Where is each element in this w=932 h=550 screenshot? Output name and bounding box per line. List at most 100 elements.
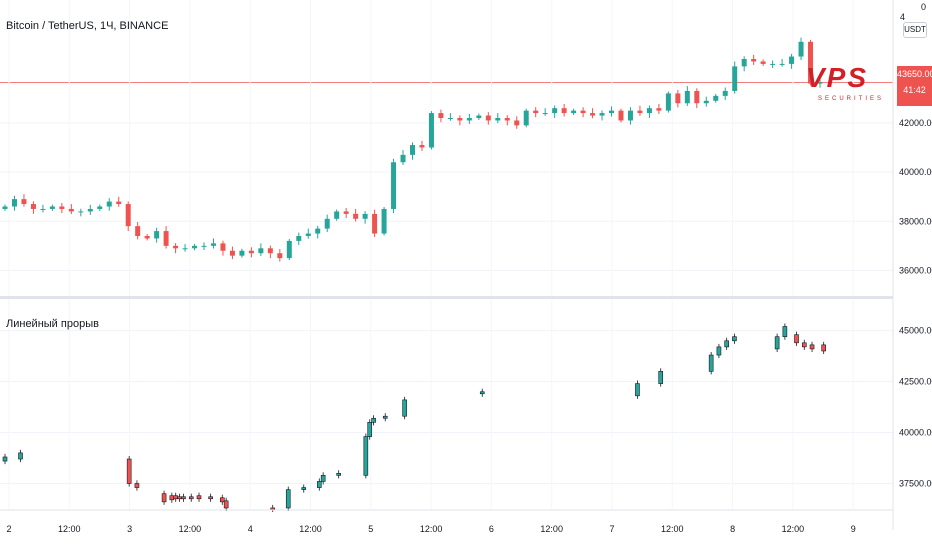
candle-body [741,59,747,67]
candle-body [296,236,302,241]
brick-body [285,489,291,509]
brick-body [223,500,229,509]
indicator-price-tick: 37500.00 [899,478,932,488]
currency-badge[interactable]: USDT [903,22,927,38]
time-tick: 4 [248,524,253,534]
time-tick: 8 [730,524,735,534]
indicator-candles [2,323,826,513]
indicator-title: Линейный прорыв [6,318,99,330]
candle-body [353,213,359,219]
candle-body [722,90,728,96]
candle-body [713,95,719,101]
candle-body [334,211,340,219]
candle-body [476,115,482,118]
brick-body [479,391,485,395]
last-price-value: 43650.00 [897,69,932,79]
candle-body [229,250,235,256]
brick-body [782,326,788,337]
chart-title: Bitcoin / TetherUS, 1Ч, BINANCE [6,20,169,32]
candle-body [391,162,397,209]
brick-body [18,452,23,460]
candle-body [751,59,757,62]
candle-body [239,250,245,256]
candle-body [618,110,624,121]
time-tick: 12:00 [420,524,443,534]
top-axis-value: 0 [921,2,927,12]
candle-body [665,93,671,111]
brick-body [336,473,341,476]
candle-body [30,204,36,209]
candle-body [106,201,112,207]
brick-body [774,336,780,350]
candle-body [21,199,27,205]
main-price-tick: 42000.00 [899,118,932,128]
candle-body [779,63,785,65]
candle-body [609,110,615,114]
candle-body [419,145,425,148]
brick-body [635,383,640,397]
indicator-price-tick: 42500.00 [899,377,932,387]
candle-body [135,226,141,236]
candle-body [485,115,491,121]
candle-body [173,245,179,249]
brick-body [316,481,322,488]
brick-body [173,495,179,500]
candle-body [11,199,17,207]
top-axis-partial-value: 4 [900,12,906,22]
brick-body [363,436,369,476]
main-price-tick: 38000.00 [899,216,932,226]
indicator-price-tick: 45000.00 [899,326,932,336]
logo-text: VPS [806,62,869,93]
brick-body [134,483,140,488]
brick-body [208,496,213,500]
time-tick: 7 [609,524,614,534]
candle-body [552,108,558,114]
candle-body [438,113,444,118]
candle-body [447,118,453,119]
logo-subtitle: SECURITIES [818,96,885,102]
candle-body [571,110,577,114]
candle-body [49,206,55,209]
vps-logo: VPS SECURITIES [806,62,896,106]
candle-body [381,208,387,234]
brick-body [161,493,167,503]
time-tick: 12:00 [782,524,805,534]
bar-countdown: 41:42 [903,85,926,95]
brick-body [382,415,388,419]
time-tick: 5 [368,524,373,534]
candle-body [116,201,122,205]
brick-body [371,417,376,423]
axes: 36000.00 38000.00 40000.00 42000.00 37500.00… [0,0,932,534]
brick-body [794,334,799,344]
candle-body [68,208,74,212]
candle-body [789,56,795,64]
time-tick: 9 [851,524,856,534]
brick-body [301,487,307,490]
candle-body [646,108,652,114]
brick-body [188,496,194,500]
candle-body [324,218,330,229]
brick-body [724,340,729,348]
brick-body [809,344,815,350]
candle-body [760,61,766,64]
brick-body [219,497,225,503]
candle-body [400,154,406,163]
time-tick: 2 [6,524,11,534]
candle-body [732,66,738,91]
brick-body [2,456,8,462]
candle-body [675,93,681,104]
candle-body [192,245,198,249]
main-candles [2,37,823,262]
candle-body [2,206,8,209]
candle-body [201,245,207,247]
candle-body [410,145,415,155]
brick-body [169,495,175,501]
candle-body [514,120,520,126]
candle-body [286,240,292,259]
candle-body [97,206,103,209]
candle-body [770,63,776,65]
candle-body [684,90,690,104]
candle-body [495,118,501,121]
indicator-price-tick: 40000.00 [899,428,932,438]
